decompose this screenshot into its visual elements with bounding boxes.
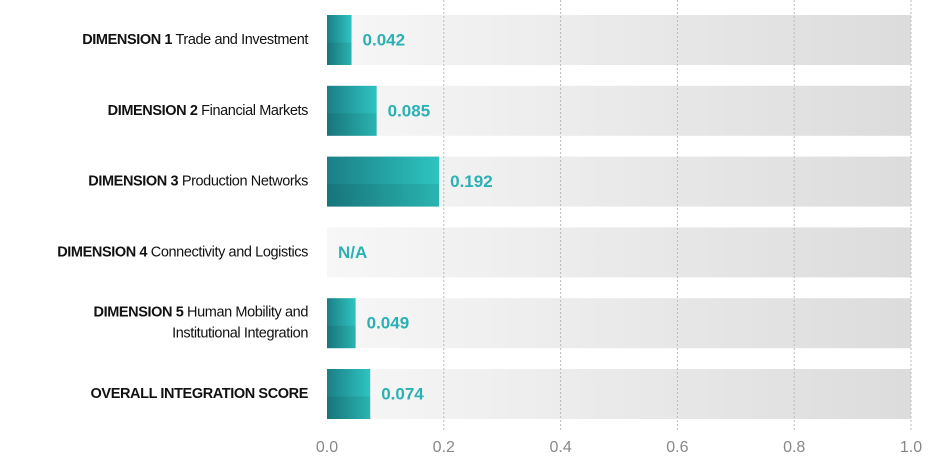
category-label: Institutional Integration — [172, 326, 308, 342]
bar-shade — [327, 325, 356, 349]
category-code: DIMENSION 3 — [88, 173, 178, 189]
value-label: 0.042 — [363, 30, 406, 49]
row-background — [327, 85, 911, 136]
bar — [327, 85, 377, 136]
x-tick-label: 0.8 — [783, 439, 805, 456]
value-label: 0.074 — [381, 384, 424, 403]
category-label: DIMENSION 2 Financial Markets — [108, 103, 308, 119]
category-name: Institutional Integration — [172, 326, 308, 342]
category-code: DIMENSION 5 — [94, 305, 184, 321]
category-name: Financial Markets — [201, 103, 308, 119]
bar — [327, 298, 356, 349]
bar — [327, 15, 352, 65]
row-background — [327, 227, 911, 278]
x-tick-label: 0.2 — [433, 439, 455, 456]
category-code: DIMENSION 2 — [108, 103, 198, 119]
bar-shade — [327, 42, 352, 65]
bar-shade — [327, 113, 377, 136]
category-label: DIMENSION 5 Human Mobility and — [94, 305, 309, 321]
row-background — [327, 15, 911, 65]
x-tick-label: 0.4 — [549, 439, 571, 456]
category-name: Production Networks — [182, 173, 308, 189]
category-label: DIMENSION 1 Trade and Investment — [82, 32, 308, 48]
category-code: DIMENSION 4 — [57, 244, 147, 260]
category-label: DIMENSION 4 Connectivity and Logistics — [57, 244, 308, 260]
row-background — [327, 298, 911, 349]
x-tick-label: 0.0 — [316, 439, 338, 456]
category-code: OVERALL INTEGRATION SCORE — [91, 386, 309, 402]
value-label: 0.049 — [367, 314, 410, 333]
category-code: DIMENSION 1 — [82, 32, 172, 48]
category-name: Trade and Investment — [175, 32, 308, 48]
bar — [327, 369, 371, 419]
x-tick-label: 1.0 — [900, 439, 922, 456]
category-name: Connectivity and Logistics — [151, 244, 308, 260]
bar-shade — [327, 396, 371, 419]
value-label: 0.085 — [388, 101, 431, 120]
value-label: 0.192 — [450, 172, 493, 191]
category-label: OVERALL INTEGRATION SCORE — [91, 386, 309, 402]
category-label: DIMENSION 3 Production Networks — [88, 173, 308, 189]
row-background — [327, 369, 911, 419]
bar — [327, 156, 440, 207]
x-tick-label: 0.6 — [666, 439, 688, 456]
bar-shade — [327, 184, 440, 207]
value-label: N/A — [338, 243, 367, 262]
category-name: Human Mobility and — [187, 305, 308, 321]
